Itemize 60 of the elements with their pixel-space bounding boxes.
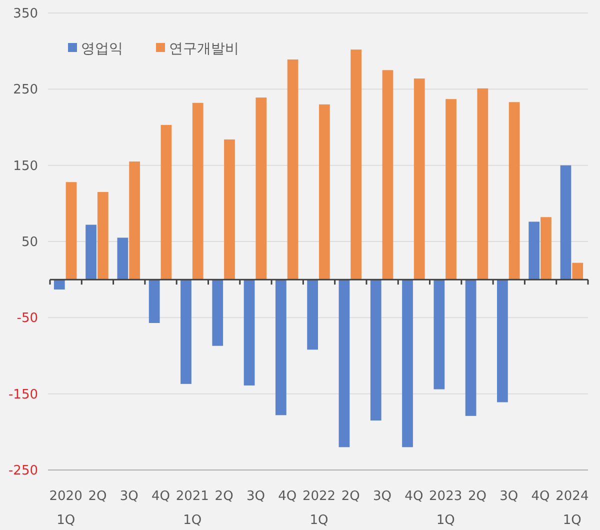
bar — [54, 280, 65, 290]
bar — [382, 70, 394, 280]
x-tick-label: 2022 1Q — [302, 489, 336, 528]
bar — [97, 192, 108, 280]
bar — [224, 139, 235, 280]
bar — [117, 238, 128, 280]
bar — [434, 280, 445, 390]
y-tick-label: 150 — [13, 158, 38, 174]
x-tick-label: 4Q — [404, 489, 424, 504]
bar — [129, 162, 140, 280]
y-tick-label: -250 — [8, 464, 38, 479]
bar — [414, 78, 425, 280]
bar — [148, 280, 160, 323]
bar — [338, 280, 350, 448]
y-tick-label: -50 — [16, 311, 38, 326]
bar — [66, 182, 77, 280]
x-tick-label: 3Q — [500, 489, 518, 504]
bar — [287, 59, 298, 280]
bar — [477, 88, 488, 280]
y-tick-label: 350 — [13, 6, 38, 22]
bar — [244, 280, 255, 386]
bar — [180, 280, 192, 384]
x-tick-label: 4Q — [278, 489, 297, 504]
bar — [508, 102, 520, 280]
x-tick-label: 2Q — [214, 489, 234, 504]
x-tick-label: 3Q — [246, 489, 265, 504]
x-tick-label: 2023 1Q — [429, 489, 462, 528]
bar — [402, 280, 413, 448]
bar — [572, 262, 584, 280]
x-tick-label: 2020 1Q — [49, 489, 82, 528]
x-tick-label: 3Q — [373, 489, 392, 504]
legend-label: 영업익 — [81, 40, 123, 57]
bar — [350, 50, 362, 280]
bar — [307, 280, 318, 350]
bar — [446, 99, 456, 280]
bar — [319, 104, 330, 280]
y-tick-label: 50 — [21, 235, 38, 250]
bar — [192, 102, 204, 280]
bar — [86, 224, 96, 280]
bar — [528, 222, 540, 280]
x-tick-label: 2024 1Q — [556, 489, 589, 528]
x-tick-label: 4Q — [152, 489, 170, 504]
x-tick-label: 2021 1Q — [176, 489, 209, 528]
bar — [275, 280, 286, 416]
bar — [465, 280, 476, 416]
y-tick-label: -150 — [8, 387, 38, 402]
x-tick-label: 2Q — [468, 489, 486, 504]
bar — [540, 217, 552, 280]
bar — [560, 165, 572, 280]
legend-label: 연구개발비 — [169, 40, 239, 57]
bar — [497, 280, 508, 402]
bar — [212, 280, 224, 346]
x-tick-label: 2Q — [341, 489, 360, 504]
x-tick-label: 4Q — [531, 489, 550, 504]
y-tick-label: 250 — [13, 82, 38, 98]
x-tick-label: 3Q — [120, 489, 138, 504]
x-tick-label: 2Q — [88, 489, 107, 504]
bar — [160, 124, 172, 280]
bar — [370, 280, 382, 420]
bar — [256, 98, 267, 280]
